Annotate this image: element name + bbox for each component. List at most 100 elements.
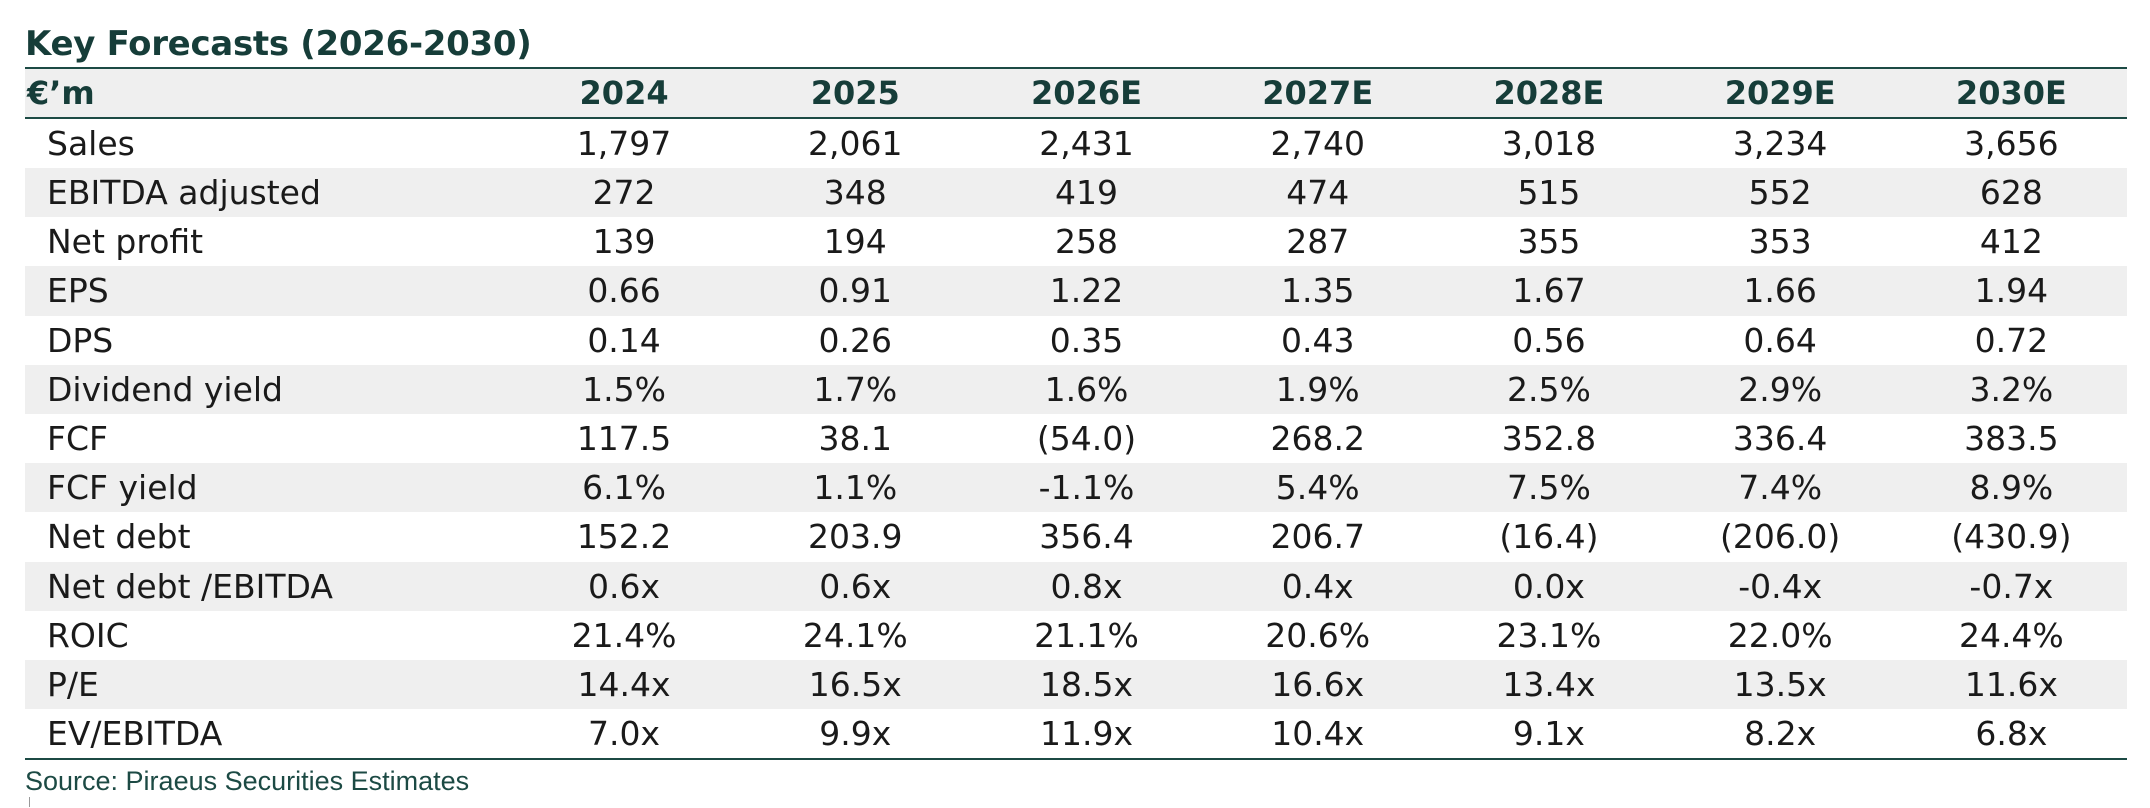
table-cell: (206.0) <box>1720 517 1841 557</box>
table-cell: 21.1% <box>1034 615 1139 655</box>
row-label: Sales <box>47 124 135 163</box>
table-row: FCF 117.5 38.1 (54.0) 268.2 352.8 336.4 383.5 <box>25 413 2127 464</box>
table-cell: 628 <box>1979 173 2043 213</box>
year-header: 2029E <box>1664 67 1896 119</box>
table-cell: 0.6x <box>819 566 892 606</box>
page-tick-mark <box>29 797 30 807</box>
row-label: Net debt /EBITDA <box>47 566 333 606</box>
table-cell: 3.2% <box>1969 369 2054 409</box>
table-cell: 1.5% <box>582 369 666 409</box>
table-cell: 3,234 <box>1732 124 1828 163</box>
table-cell: 287 <box>1286 222 1350 262</box>
forecast-table: €’m 2024 2025 2026E 2027E 2028E 2029E 2030E Sa… <box>25 67 2127 761</box>
table-cell: 6.8x <box>1895 709 2127 761</box>
table-row: Net profit 139 194 258 287 355 353 412 <box>25 217 2127 267</box>
forecast-section: Key Forecasts (2026-2030) €’m 2024 2025 20… <box>25 22 2127 798</box>
table-cell: 419 <box>1055 173 1118 213</box>
table-row: FCF yield 6.1% 1.1% -1.1% 5.4% 7.5% 7.4% 8.9% <box>25 463 2127 513</box>
table-cell: 18.5x <box>1039 664 1133 704</box>
table-cell: 0.64 <box>1743 320 1817 360</box>
table-cell: 0.8x <box>1050 566 1123 606</box>
row-label: FCF yield <box>47 468 198 508</box>
header-row: €’m 2024 2025 2026E 2027E 2028E 2029E 2030E <box>25 67 2127 119</box>
table-cell: 258 <box>1055 222 1118 262</box>
table-cell: 24.1% <box>802 615 908 655</box>
year-header: 2026E <box>970 67 1203 119</box>
table-cell: 272 <box>592 173 656 213</box>
table-row: P/E 14.4x 16.5x 18.5x 16.6x 13.4x 13.5x 11.6x <box>25 659 2127 710</box>
table-cell: 1.1% <box>813 468 898 508</box>
table-cell: 152.2 <box>576 517 672 557</box>
table-cell: 2.9% <box>1738 369 1823 409</box>
table-cell: 0.14 <box>587 320 661 360</box>
table-cell: -0.7x <box>1969 566 2054 606</box>
table-cell: 1.67 <box>1512 271 1586 311</box>
table-cell: 38.1 <box>818 419 893 459</box>
table-cell: 2,431 <box>1039 124 1134 163</box>
table-cell: 11.9x <box>970 709 1203 761</box>
table-cell: -0.4x <box>1738 566 1823 606</box>
table-cell: 2,740 <box>1270 124 1365 163</box>
table-cell: 0.0x <box>1512 566 1585 606</box>
table-cell: 0.91 <box>818 271 893 311</box>
table-cell: 348 <box>823 173 887 213</box>
table-cell: 0.6x <box>588 566 661 606</box>
year-header: 2025 <box>739 67 971 119</box>
table-cell: (430.9) <box>1951 517 2072 557</box>
table-cell: 3,656 <box>1964 124 2059 163</box>
table-cell: 2,061 <box>808 124 903 163</box>
source-note: Source: Piraeus Securities Estimates <box>25 766 470 797</box>
row-label: FCF <box>47 419 109 459</box>
row-label: Net debt <box>47 517 191 557</box>
table-cell: 1.94 <box>1974 271 2049 311</box>
row-label: EPS <box>47 271 109 311</box>
table-cell: 552 <box>1748 173 1812 213</box>
table-cell: 194 <box>823 222 887 262</box>
table-cell: 2.5% <box>1507 369 1591 409</box>
table-cell: 22.0% <box>1727 615 1833 655</box>
unit-header: €’m <box>25 67 509 119</box>
table-cell: 0.66 <box>587 271 661 311</box>
year-header: 2024 <box>508 67 740 119</box>
table-cell: 10.4x <box>1202 709 1434 761</box>
table-cell: 203.9 <box>808 517 903 557</box>
table-row: DPS 0.14 0.26 0.35 0.43 0.56 0.64 0.72 <box>25 315 2127 365</box>
table-body: Sales 1,797 2,061 2,431 2,740 3,018 3,234 3,656… <box>25 118 2127 761</box>
table-cell: 0.4x <box>1281 566 1354 606</box>
table-cell: 355 <box>1517 222 1581 262</box>
table-cell: 474 <box>1286 173 1350 213</box>
table-cell: 11.6x <box>1964 664 2058 704</box>
table-cell: 268.2 <box>1270 419 1365 459</box>
table-cell: 7.0x <box>508 709 740 761</box>
table-cell: 1.6% <box>1044 369 1129 409</box>
table-cell: 7.5% <box>1507 468 1591 508</box>
table-cell: 21.4% <box>571 615 677 655</box>
table-cell: 16.5x <box>808 664 902 704</box>
row-label: DPS <box>47 320 114 360</box>
table-row: ROIC 21.4% 24.1% 21.1% 20.6% 23.1% 22.0% 24.4% <box>25 610 2127 660</box>
table-cell: 139 <box>592 222 656 262</box>
table-cell: 1.35 <box>1280 271 1355 311</box>
table-cell: 352.8 <box>1501 419 1597 459</box>
table-row: Net debt /EBITDA 0.6x 0.6x 0.8x 0.4x 0.0x -0.4… <box>25 561 2127 611</box>
table-cell: 8.9% <box>1969 468 2054 508</box>
table-cell: 23.1% <box>1496 615 1602 655</box>
table-cell: 356.4 <box>1039 517 1134 557</box>
table-title: Key Forecasts (2026-2030) <box>25 24 532 64</box>
table-row: Dividend yield 1.5% 1.7% 1.6% 1.9% 2.5% 2.9% 3.… <box>25 364 2127 414</box>
table-cell: 206.7 <box>1270 517 1365 557</box>
table-cell: 336.4 <box>1732 419 1828 459</box>
table-cell: 515 <box>1517 173 1581 213</box>
table-cell: -1.1% <box>1038 468 1135 508</box>
table-cell: 0.26 <box>818 320 893 360</box>
row-label: ROIC <box>47 615 129 655</box>
table-cell: 1.9% <box>1275 369 1360 409</box>
table-cell: 13.4x <box>1502 664 1596 704</box>
table-cell: 9.1x <box>1433 709 1665 761</box>
table-cell: 1.22 <box>1049 271 1124 311</box>
table-cell: 3,018 <box>1501 124 1597 163</box>
table-cell: 13.5x <box>1733 664 1827 704</box>
year-header: 2027E <box>1202 67 1434 119</box>
table-cell: 1,797 <box>576 124 672 163</box>
table-cell: 7.4% <box>1738 468 1823 508</box>
